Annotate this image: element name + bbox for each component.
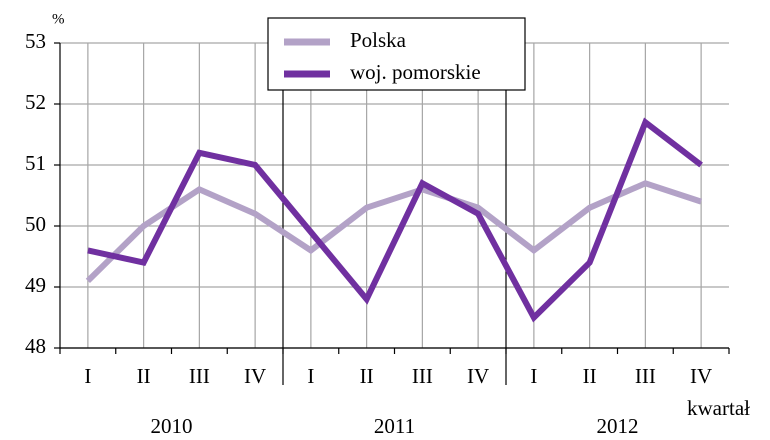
y-axis-label: % xyxy=(52,11,65,27)
x-tick-label: II xyxy=(137,364,151,388)
x-tick-label: I xyxy=(84,364,91,388)
legend-label: Polska xyxy=(350,28,407,52)
y-tick-label: 52 xyxy=(25,90,46,114)
legend-box xyxy=(267,17,526,91)
x-tick-label: I xyxy=(307,364,314,388)
y-tick-label: 53 xyxy=(25,29,46,53)
x-tick-label: IV xyxy=(467,364,489,388)
y-tick-label: 50 xyxy=(25,212,46,236)
x-tick-label: I xyxy=(530,364,537,388)
x-tick-label: III xyxy=(635,364,656,388)
year-label: 2011 xyxy=(374,414,415,438)
year-label: 2010 xyxy=(151,414,193,438)
x-tick-label: III xyxy=(189,364,210,388)
series-line xyxy=(87,117,703,323)
year-label: 2012 xyxy=(597,414,639,438)
y-tick-label: 48 xyxy=(25,334,46,358)
x-tick-label: III xyxy=(412,364,433,388)
x-tick-label: IV xyxy=(690,364,712,388)
x-tick-label: II xyxy=(583,364,597,388)
y-tick-label: 49 xyxy=(25,273,46,297)
y-tick-label: 51 xyxy=(25,151,46,175)
x-axis-label: kwartał xyxy=(687,396,750,420)
x-tick-label: IV xyxy=(244,364,266,388)
legend-label: woj. pomorskie xyxy=(350,60,481,84)
series-line xyxy=(85,180,703,284)
x-tick-label: II xyxy=(360,364,374,388)
